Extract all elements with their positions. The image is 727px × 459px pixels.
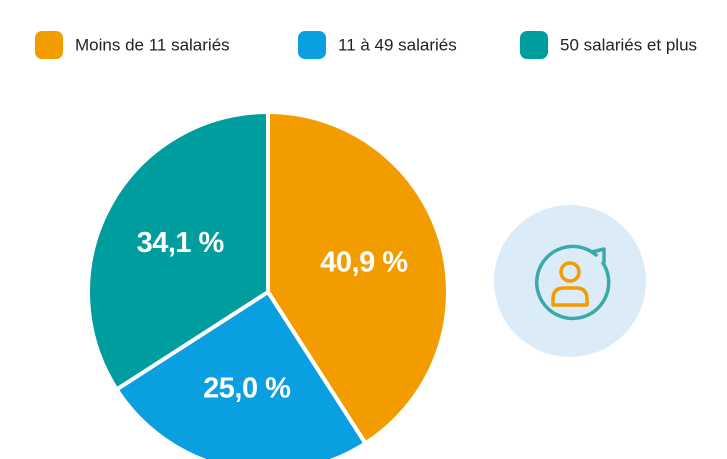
icon — [494, 205, 646, 357]
value-label: 34,1 % — [137, 227, 225, 259]
legend-swatch — [35, 31, 63, 59]
value-label: 40,9 % — [320, 246, 408, 278]
legend-swatch — [298, 31, 326, 59]
pie-slice — [86, 110, 270, 392]
legend-label: 11 à 49 salariés — [338, 35, 457, 54]
pie-slice — [114, 290, 368, 459]
legend-swatch — [520, 31, 548, 59]
value-label: 25,0 % — [203, 372, 291, 404]
legend-label: Moins de 11 salariés — [75, 35, 230, 54]
legend-label: 50 salariés et plus — [560, 35, 697, 54]
